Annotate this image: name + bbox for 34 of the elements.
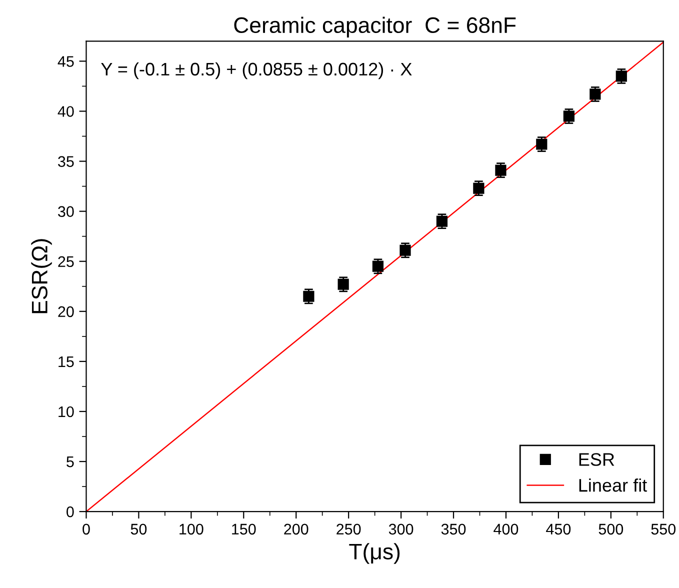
- point: [616, 70, 627, 82]
- y-tick-label: 40: [58, 106, 74, 117]
- point: [400, 244, 411, 256]
- y-tick-label: 15: [58, 356, 74, 368]
- x-tick-label: 400: [494, 524, 518, 535]
- point: [303, 290, 314, 302]
- x-tick-label: 250: [336, 524, 361, 535]
- point: [372, 260, 384, 272]
- chart-title: Ceramic capacitor C = 68nF: [234, 16, 516, 38]
- x-axis-title: T(μs): [349, 543, 400, 564]
- x-tick-label: 0: [82, 524, 90, 535]
- y-tick-label: 10: [58, 406, 74, 418]
- x-tick-label: 100: [180, 524, 204, 535]
- x-tick-label: 150: [232, 524, 256, 535]
- y-tick-label: 35: [58, 156, 74, 167]
- y-tick-label: 20: [58, 306, 74, 318]
- y-tick-label: 45: [58, 56, 74, 67]
- x-tick-label: 200: [284, 524, 308, 535]
- x-tick-label: 550: [651, 524, 676, 535]
- x-tick-label: 300: [388, 524, 414, 535]
- y-axis-title: ESR(Ω): [31, 239, 52, 314]
- x-tick-label: 50: [130, 524, 147, 535]
- legend-label: ESR: [579, 453, 614, 466]
- y-tick-label: 30: [58, 206, 74, 217]
- x-tick-label: 450: [546, 524, 571, 535]
- point: [436, 216, 448, 227]
- y-tick-label: 0: [66, 506, 74, 518]
- y-tick-label: 5: [66, 456, 74, 468]
- x-tick-label: 350: [441, 524, 466, 535]
- point: [338, 278, 349, 290]
- legend-label: Linear fit: [579, 478, 648, 492]
- y-tick-label: 25: [58, 256, 74, 268]
- x-tick-label: 500: [598, 524, 624, 535]
- annotation: Y = (-0.1 ± 0.5) + (0.0855 ± 0.0012) · X: [101, 62, 412, 80]
